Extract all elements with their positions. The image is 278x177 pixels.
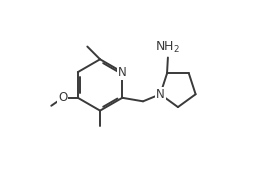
Text: NH$_2$: NH$_2$: [155, 40, 180, 55]
Text: O: O: [58, 91, 67, 104]
Text: N: N: [118, 66, 127, 79]
Text: N: N: [156, 88, 165, 101]
